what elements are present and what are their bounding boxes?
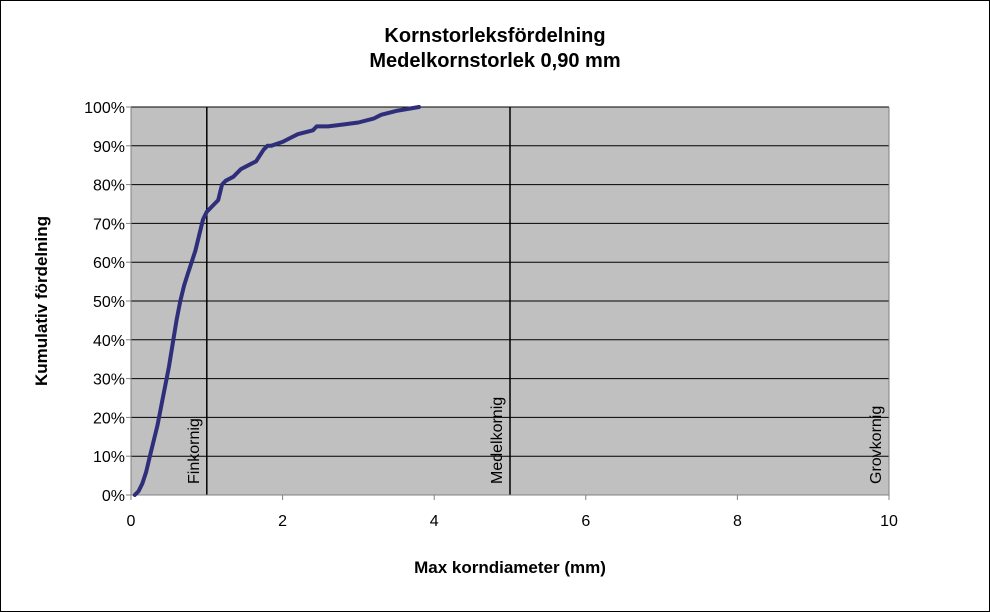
y-tick-label: 90% <box>93 139 125 156</box>
y-tick-label: 20% <box>93 410 125 427</box>
series-line <box>132 105 421 497</box>
chart-title-block: Kornstorleksfördelning Medelkornstorlek … <box>0 24 990 74</box>
zone-label: Finkornig <box>186 418 203 484</box>
y-tick-label: 100% <box>84 100 125 117</box>
y-tick-label: 10% <box>93 449 125 466</box>
y-tick-label: 70% <box>93 216 125 233</box>
x-tick-label: 0 <box>127 513 136 530</box>
y-tick-label: 30% <box>93 372 125 389</box>
y-tick-label: 0% <box>102 488 125 505</box>
zone-label: Medelkornig <box>489 397 506 484</box>
x-tick-label: 10 <box>880 513 898 530</box>
zone-label: Grovkornig <box>868 406 885 484</box>
chart-title: Kornstorleksfördelning <box>384 25 606 47</box>
y-axis-label: Kumulativ fördelning <box>32 216 51 386</box>
reference-lines: Finkornig Medelkornig Grovkornig <box>186 107 885 495</box>
x-tick-label: 6 <box>581 513 590 530</box>
x-tick-label: 8 <box>733 513 742 530</box>
y-tick-label: 40% <box>93 333 125 350</box>
y-axis-ticks: 0% 10% 20% 30% 40% 50% 60% 70% 80% 90% 100% <box>84 100 131 505</box>
chart-subtitle: Medelkornstorlek 0,90 mm <box>369 50 621 72</box>
x-axis-label: Max korndiameter (mm) <box>414 558 606 577</box>
series-layer <box>132 105 421 497</box>
y-tick-label: 60% <box>93 255 125 272</box>
y-tick-label: 80% <box>93 178 125 195</box>
x-tick-label: 4 <box>430 513 439 530</box>
x-tick-label: 2 <box>278 513 287 530</box>
y-tick-label: 50% <box>93 294 125 311</box>
x-axis-ticks: 0 2 4 6 8 10 <box>127 495 898 530</box>
